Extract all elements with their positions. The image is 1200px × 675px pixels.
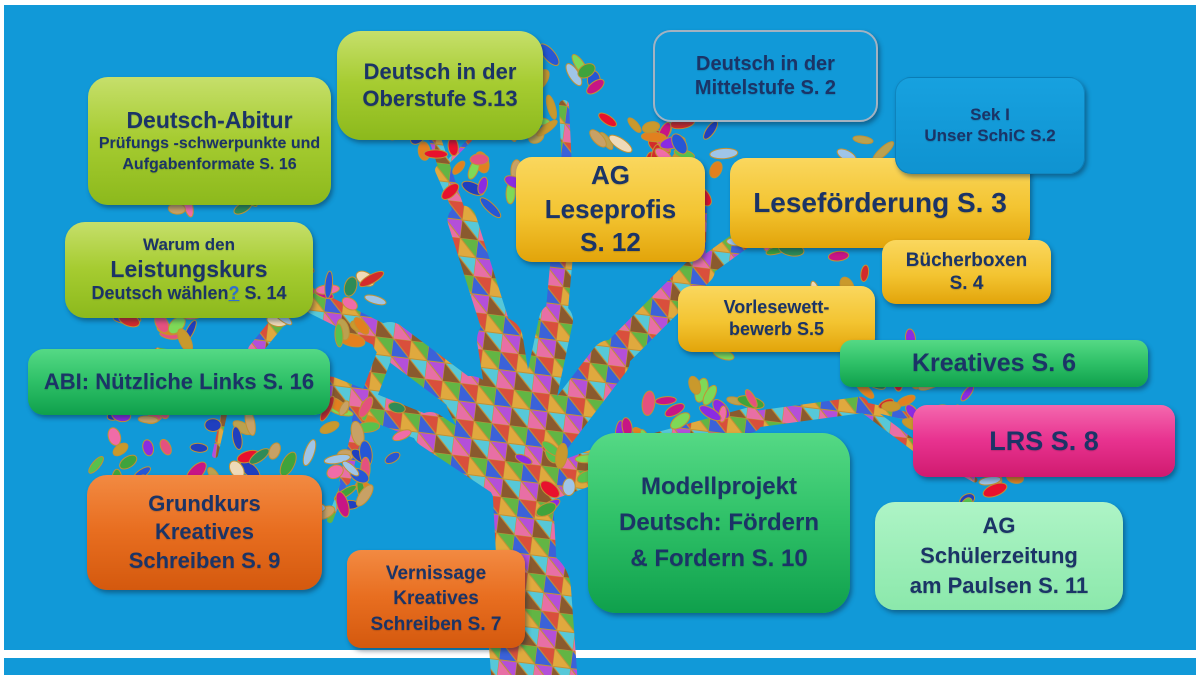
- box-line: Leseprofis: [544, 193, 677, 224]
- box-line: Schülerzeitung: [920, 543, 1078, 569]
- box-ag-leseprofis[interactable]: AG Leseprofis S. 12: [516, 157, 705, 262]
- box-line: Deutsch: Fördern: [618, 509, 819, 536]
- box-line: Schreiben S. 9: [128, 547, 281, 573]
- box-deutsch-mittelstufe[interactable]: Deutsch in der Mittelstufe S. 2: [653, 30, 878, 122]
- box-deutsch-abitur[interactable]: Deutsch-Abitur Prüfungs -schwerpunkte un…: [88, 77, 331, 205]
- box-warum-leistungskurs[interactable]: Warum den Leistungskurs Deutsch wählen? …: [65, 222, 313, 318]
- box-line-text: S. 14: [239, 283, 287, 304]
- box-line: Modellprojekt: [640, 473, 797, 500]
- box-label: LRS S. 8: [989, 425, 1099, 456]
- box-line: S. 4: [949, 273, 984, 294]
- box-abi-nuetzliche-links[interactable]: ABI: Nützliche Links S. 16: [28, 349, 330, 415]
- box-grundkurs-kreatives-schreiben[interactable]: Grundkurs Kreatives Schreiben S. 9: [87, 475, 322, 590]
- box-line: Bücherboxen: [905, 249, 1028, 271]
- box-line: Unser SchiC S.2: [924, 125, 1056, 145]
- box-vernissage-kreatives-schreiben[interactable]: Vernissage Kreatives Schreiben S. 7: [347, 550, 525, 648]
- box-line: Kreatives: [154, 519, 255, 545]
- box-line: S. 12: [580, 227, 641, 258]
- box-line: Vorlesewett-: [723, 297, 830, 318]
- box-line: Sek I: [970, 104, 1010, 124]
- box-line: AG: [982, 513, 1016, 539]
- box-label: Deutsch in der Oberstufe S.13: [362, 58, 518, 111]
- divider-strip: [4, 650, 1196, 658]
- box-label: Leseförderung S. 3: [753, 186, 1007, 218]
- box-line: Leistungskurs: [110, 256, 268, 283]
- box-label: Deutsch in der Mittelstufe S. 2: [694, 52, 837, 99]
- box-modellprojekt[interactable]: Modellprojekt Deutsch: Fördern & Fordern…: [588, 433, 850, 613]
- box-line: bewerb S.5: [728, 319, 825, 339]
- box-kreatives[interactable]: Kreatives S. 6: [840, 340, 1148, 387]
- box-line: Vernissage: [385, 562, 487, 584]
- box-line: Kreatives: [393, 588, 479, 610]
- box-subtitle: Prüfungs -schwerpunkte und Aufgabenforma…: [98, 135, 321, 174]
- box-line-text: Deutsch wählen: [91, 283, 229, 304]
- box-line: Warum den: [143, 234, 235, 254]
- box-label: Kreatives S. 6: [912, 349, 1076, 378]
- box-title: Deutsch-Abitur: [126, 107, 293, 134]
- box-line: Schreiben S. 7: [370, 613, 502, 635]
- box-label: ABI: Nützliche Links S. 16: [43, 368, 315, 394]
- box-line: am Paulsen S. 11: [909, 572, 1089, 598]
- box-line: Grundkurs: [148, 490, 261, 516]
- box-sek1-schic[interactable]: Sek I Unser SchiC S.2: [895, 77, 1085, 174]
- box-line: Deutsch wählen? S. 14: [91, 283, 286, 305]
- box-line: & Fordern S. 10: [630, 545, 808, 572]
- box-lrs[interactable]: LRS S. 8: [913, 405, 1175, 477]
- box-buecherboxen[interactable]: Bücherboxen S. 4: [882, 240, 1051, 304]
- box-line: AG: [591, 159, 630, 190]
- page-link-question-mark[interactable]: ?: [228, 283, 240, 304]
- box-deutsch-oberstufe[interactable]: Deutsch in der Oberstufe S.13: [337, 31, 543, 140]
- box-ag-schuelerzeitung[interactable]: AG Schülerzeitung am Paulsen S. 11: [875, 502, 1123, 610]
